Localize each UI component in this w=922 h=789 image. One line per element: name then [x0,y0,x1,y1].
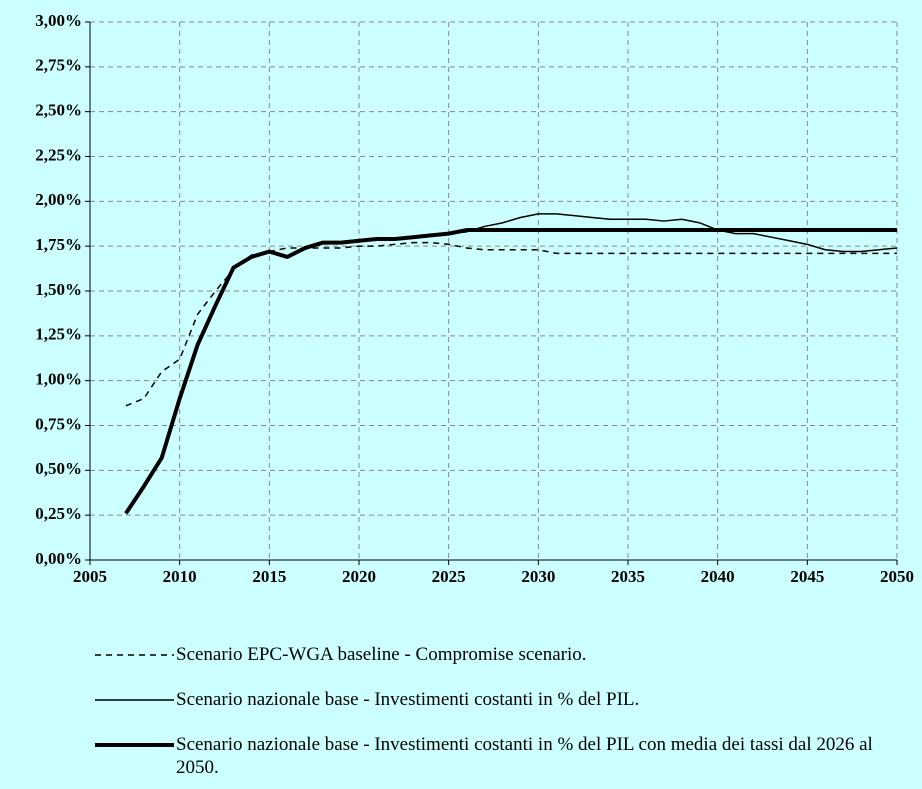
x-tick-label: 2025 [432,567,466,586]
y-tick-label: 0,75% [35,414,82,433]
x-tick-label: 2035 [611,567,645,586]
legend-label: Scenario EPC-WGA baseline - Compromise s… [176,644,587,665]
series-line [125,213,898,514]
x-tick-label: 2020 [342,567,376,586]
y-tick-label: 2,50% [35,101,82,120]
series-line [125,241,897,407]
y-tick-label: 2,00% [35,190,82,209]
y-tick-label: 0,00% [35,549,82,568]
y-tick-label: 2,75% [35,56,82,75]
x-tick-label: 2050 [880,567,914,586]
series-line [124,228,897,515]
x-tick-label: 2005 [73,567,107,586]
y-tick-label: 0,50% [35,459,82,478]
legend-label: Scenario nazionale base - Investimenti c… [176,689,640,710]
y-tick-label: 1,25% [35,325,82,344]
y-tick-label: 1,00% [35,370,82,389]
y-tick-label: 0,25% [35,504,82,523]
y-tick-label: 1,75% [35,235,82,254]
y-tick-label: 1,50% [35,280,82,299]
x-tick-label: 2010 [163,567,197,586]
x-tick-label: 2040 [701,567,735,586]
y-tick-label: 3,00% [35,11,82,30]
legend-label: Scenario nazionale base - Investimenti c… [176,734,873,778]
x-tick-label: 2030 [521,567,555,586]
x-tick-label: 2015 [252,567,286,586]
x-tick-label: 2045 [790,567,824,586]
y-tick-label: 2,25% [35,145,82,164]
